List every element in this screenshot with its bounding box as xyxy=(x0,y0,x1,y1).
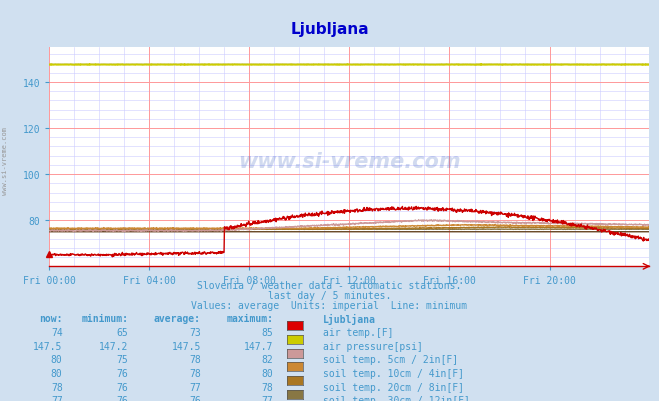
Text: 78: 78 xyxy=(189,354,201,365)
Text: 85: 85 xyxy=(262,327,273,337)
Text: 76: 76 xyxy=(189,395,201,401)
Text: 147.7: 147.7 xyxy=(244,341,273,351)
Text: soil temp. 5cm / 2in[F]: soil temp. 5cm / 2in[F] xyxy=(323,354,458,365)
Text: 65: 65 xyxy=(117,327,129,337)
Text: 147.2: 147.2 xyxy=(99,341,129,351)
Text: now:: now: xyxy=(39,314,63,324)
Text: Ljubljana: Ljubljana xyxy=(323,314,376,324)
Text: 80: 80 xyxy=(51,354,63,365)
Text: 80: 80 xyxy=(262,368,273,378)
Text: Values: average  Units: imperial  Line: minimum: Values: average Units: imperial Line: mi… xyxy=(191,300,468,310)
Text: 77: 77 xyxy=(51,395,63,401)
Text: 77: 77 xyxy=(189,382,201,392)
Text: www.si-vreme.com: www.si-vreme.com xyxy=(238,152,461,172)
Text: Slovenia / weather data - automatic stations.: Slovenia / weather data - automatic stat… xyxy=(197,281,462,291)
Text: 147.5: 147.5 xyxy=(33,341,63,351)
Text: soil temp. 20cm / 8in[F]: soil temp. 20cm / 8in[F] xyxy=(323,382,464,392)
Text: soil temp. 10cm / 4in[F]: soil temp. 10cm / 4in[F] xyxy=(323,368,464,378)
Text: 74: 74 xyxy=(51,327,63,337)
Text: Ljubljana: Ljubljana xyxy=(290,22,369,37)
Text: 73: 73 xyxy=(189,327,201,337)
Text: minimum:: minimum: xyxy=(82,314,129,324)
Text: maximum:: maximum: xyxy=(227,314,273,324)
Text: 78: 78 xyxy=(262,382,273,392)
Text: 76: 76 xyxy=(117,395,129,401)
Text: 76: 76 xyxy=(117,368,129,378)
Text: 80: 80 xyxy=(51,368,63,378)
Text: air temp.[F]: air temp.[F] xyxy=(323,327,393,337)
Text: 147.5: 147.5 xyxy=(171,341,201,351)
Text: air pressure[psi]: air pressure[psi] xyxy=(323,341,423,351)
Text: 78: 78 xyxy=(189,368,201,378)
Text: 75: 75 xyxy=(117,354,129,365)
Text: soil temp. 30cm / 12in[F]: soil temp. 30cm / 12in[F] xyxy=(323,395,470,401)
Text: www.si-vreme.com: www.si-vreme.com xyxy=(2,126,9,194)
Text: 78: 78 xyxy=(51,382,63,392)
Text: last day / 5 minutes.: last day / 5 minutes. xyxy=(268,290,391,300)
Text: average:: average: xyxy=(154,314,201,324)
Text: 77: 77 xyxy=(262,395,273,401)
Text: 82: 82 xyxy=(262,354,273,365)
Text: 76: 76 xyxy=(117,382,129,392)
